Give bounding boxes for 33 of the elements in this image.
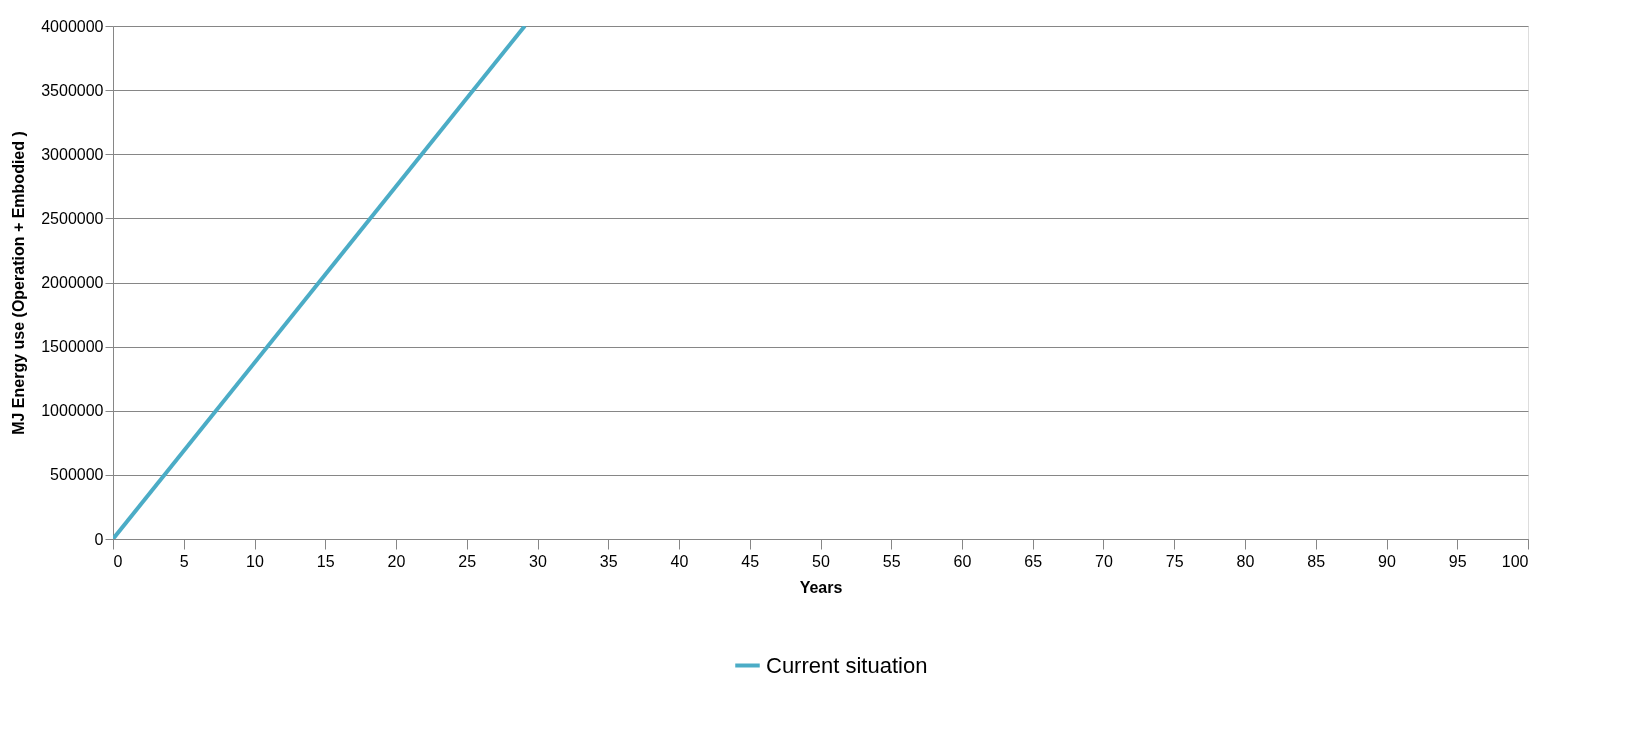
x-tick-label: 20: [387, 552, 406, 570]
x-tick-label: 50: [812, 552, 830, 570]
y-axis-title: MJ Energy use (Operation + Embodied ): [10, 131, 28, 435]
x-tick-label: 90: [1378, 552, 1396, 570]
y-tick-label: 2500000: [41, 209, 104, 227]
y-tick-label: 2000000: [41, 274, 104, 291]
x-tick-label: 15: [316, 552, 335, 570]
x-tick-label: 100: [1501, 552, 1529, 570]
y-tick-label: 0: [94, 530, 104, 548]
x-tick-label: 0: [113, 552, 123, 570]
y-tick-label: 4000000: [41, 17, 104, 35]
y-tick-label: 1000000: [41, 402, 104, 420]
x-tick-label: 55: [882, 552, 901, 570]
x-tick-label: 45: [741, 552, 760, 570]
x-tick-label: 70: [1095, 552, 1113, 570]
x-tick-label: 10: [246, 552, 264, 570]
x-tick-label: 95: [1448, 552, 1467, 570]
y-tick-label: 1500000: [41, 338, 104, 356]
y-tick-label: 3500000: [41, 81, 104, 99]
x-tick-label: 40: [670, 552, 689, 570]
x-tick-label: 5: [179, 552, 189, 570]
x-tick-label: 80: [1236, 552, 1255, 570]
legend-label: Current situation: [766, 652, 928, 678]
y-tick-label: 3000000: [41, 145, 104, 163]
x-tick-label: 25: [458, 552, 477, 570]
x-tick-label: 65: [1024, 552, 1043, 570]
x-tick-label: 60: [953, 552, 972, 570]
x-tick-label: 75: [1165, 552, 1184, 570]
y-tick-label: 500000: [50, 466, 104, 484]
x-axis-title: Years: [799, 578, 843, 596]
x-tick-label: 35: [599, 552, 618, 570]
x-tick-label: 30: [529, 552, 547, 570]
x-tick-label: 85: [1307, 552, 1326, 570]
